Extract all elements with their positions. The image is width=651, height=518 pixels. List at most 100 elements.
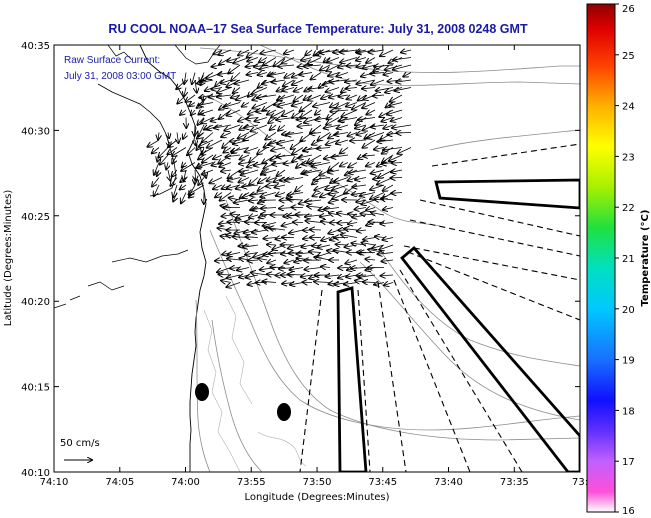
current-vector bbox=[257, 95, 277, 98]
current-vector bbox=[242, 185, 259, 187]
x-axis: 74:10 74:05 74:00 73:55 73:50 73:45 73:40 73:35… bbox=[40, 45, 594, 488]
current-vector bbox=[261, 208, 277, 209]
current-vector bbox=[247, 58, 259, 62]
current-vector bbox=[278, 65, 295, 67]
current-vector bbox=[337, 125, 349, 129]
buoy-marker bbox=[277, 403, 291, 421]
current-vector bbox=[275, 185, 286, 187]
y-tick-label: 40:25 bbox=[21, 212, 50, 223]
current-vector bbox=[389, 103, 403, 106]
current-vector bbox=[181, 162, 196, 171]
current-vector bbox=[369, 50, 385, 52]
colorbar bbox=[586, 3, 616, 513]
current-vector bbox=[239, 177, 250, 183]
current-vector bbox=[338, 268, 349, 269]
colorbar-tick-label: 19 bbox=[622, 356, 635, 367]
x-tick-label: 74:05 bbox=[105, 477, 134, 488]
current-vector bbox=[154, 184, 160, 196]
current-vector bbox=[310, 133, 322, 134]
current-vector bbox=[308, 88, 322, 90]
current-vector bbox=[263, 57, 277, 66]
current-vector bbox=[224, 124, 241, 131]
current-vector bbox=[213, 155, 223, 159]
annotation-line-1: Raw Surface Current: bbox=[64, 55, 160, 66]
current-vector bbox=[346, 275, 358, 277]
y-tick-label: 40:15 bbox=[21, 383, 50, 394]
current-vector bbox=[221, 80, 232, 83]
current-vector bbox=[366, 110, 376, 115]
current-vector bbox=[285, 178, 304, 181]
current-vector bbox=[308, 94, 322, 100]
current-vector bbox=[267, 245, 277, 246]
current-vector bbox=[290, 283, 304, 285]
current-vector bbox=[189, 103, 196, 107]
current-vector bbox=[234, 200, 250, 203]
current-vector bbox=[251, 124, 268, 131]
current-vector bbox=[373, 178, 385, 180]
current-vector bbox=[395, 88, 412, 91]
current-vector bbox=[221, 132, 232, 138]
x-axis-label: Longitude (Degrees:Minutes) bbox=[244, 492, 389, 503]
current-vector bbox=[272, 80, 286, 82]
current-vector bbox=[207, 139, 223, 148]
current-vector bbox=[315, 118, 331, 120]
current-vector bbox=[360, 193, 376, 196]
current-vector bbox=[211, 118, 223, 122]
current-vector bbox=[255, 118, 268, 122]
current-vector bbox=[332, 192, 349, 200]
current-vector bbox=[249, 154, 259, 162]
zone-south bbox=[336, 286, 368, 472]
current-vector bbox=[166, 162, 168, 170]
current-vector bbox=[284, 260, 295, 263]
current-vector bbox=[260, 64, 277, 69]
current-vector bbox=[183, 132, 186, 139]
current-vector bbox=[309, 252, 322, 253]
buoy-marker bbox=[195, 383, 209, 401]
current-vector bbox=[321, 267, 331, 268]
current-vector bbox=[251, 273, 268, 276]
current-vector bbox=[238, 49, 250, 55]
current-vector bbox=[311, 72, 322, 80]
current-vector bbox=[301, 58, 313, 61]
current-vector bbox=[383, 184, 394, 191]
current-vector bbox=[198, 177, 205, 186]
current-vector bbox=[371, 170, 385, 174]
y-tick-label: 40:35 bbox=[21, 41, 50, 52]
current-vector bbox=[391, 170, 403, 172]
current-vector bbox=[363, 65, 376, 68]
x-tick-label: 73:35 bbox=[500, 477, 529, 488]
current-vector bbox=[392, 125, 412, 128]
current-vector bbox=[184, 87, 186, 97]
current-vector bbox=[197, 80, 214, 84]
coastline bbox=[139, 45, 207, 472]
current-vector bbox=[247, 49, 259, 57]
current-vector bbox=[391, 178, 403, 179]
current-vector bbox=[228, 64, 241, 74]
current-vector bbox=[252, 87, 268, 95]
current-vector bbox=[157, 154, 159, 162]
current-vector bbox=[223, 102, 241, 108]
current-vector bbox=[346, 88, 358, 89]
current-vector bbox=[172, 169, 178, 177]
current-vector bbox=[315, 110, 322, 115]
current-vector bbox=[267, 260, 277, 263]
current-vector bbox=[267, 109, 277, 115]
colorbar-ticks: 26 25 24 23 22 21 20 19 18 17 16 bbox=[615, 3, 635, 517]
current-vector bbox=[243, 245, 259, 247]
current-vector bbox=[403, 73, 412, 77]
current-vector bbox=[358, 118, 376, 120]
current-vector bbox=[292, 103, 304, 106]
current-vector bbox=[301, 109, 313, 118]
current-vector bbox=[292, 79, 304, 85]
current-vector bbox=[382, 260, 394, 261]
current-vector bbox=[284, 163, 295, 164]
current-vector bbox=[313, 102, 331, 107]
current-vector bbox=[396, 133, 412, 134]
current-vector bbox=[366, 57, 376, 63]
current-vector bbox=[172, 154, 178, 164]
current-vector bbox=[329, 193, 340, 195]
current-vector bbox=[276, 118, 295, 120]
current-vector bbox=[215, 193, 223, 198]
current-vector bbox=[236, 215, 250, 218]
bathymetry-detail bbox=[203, 295, 307, 472]
